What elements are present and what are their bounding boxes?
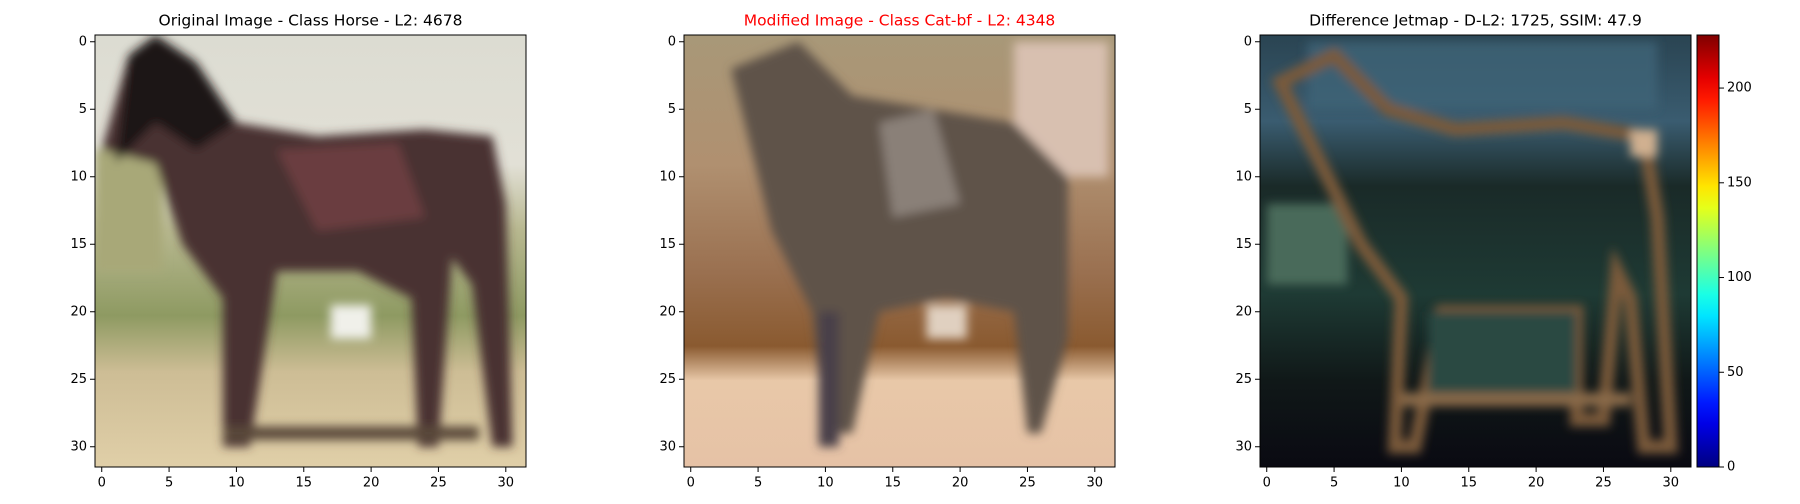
y-tick-label: 10 <box>659 169 676 184</box>
colorbar-tick-label: 0 <box>1727 460 1735 475</box>
x-tick-label: 5 <box>165 476 173 491</box>
y-tick-label: 10 <box>70 169 87 184</box>
colorbar-tick-label: 200 <box>1727 81 1752 96</box>
x-tick-label: 0 <box>98 476 106 491</box>
colorbar-tick-label: 50 <box>1727 365 1744 380</box>
x-tick-label: 15 <box>295 476 312 491</box>
panel-title: Difference Jetmap - D-L2: 1725, SSIM: 47… <box>1309 12 1642 30</box>
y-tick-label: 15 <box>659 237 676 252</box>
panel-title: Original Image - Class Horse - L2: 4678 <box>159 12 463 30</box>
colorbar-tick-label: 100 <box>1727 270 1752 285</box>
y-tick-label: 15 <box>1235 237 1252 252</box>
y-tick-label: 15 <box>70 237 87 252</box>
x-tick-label: 10 <box>228 476 245 491</box>
y-tick-label: 5 <box>1244 102 1252 117</box>
x-tick-label: 10 <box>1393 476 1410 491</box>
y-tick-label: 5 <box>668 102 676 117</box>
y-tick-label: 30 <box>1235 439 1252 454</box>
x-tick-label: 10 <box>817 476 834 491</box>
y-tick-label: 30 <box>70 439 87 454</box>
y-tick-label: 25 <box>659 372 676 387</box>
x-tick-label: 15 <box>884 476 901 491</box>
x-tick-label: 15 <box>1460 476 1477 491</box>
colorbar-tick-label: 150 <box>1727 175 1752 190</box>
y-tick-label: 20 <box>70 304 87 319</box>
y-tick-label: 30 <box>659 439 676 454</box>
axes-frame <box>94 34 527 468</box>
x-tick-label: 25 <box>430 476 447 491</box>
x-tick-label: 5 <box>754 476 762 491</box>
y-tick-label: 25 <box>70 372 87 387</box>
x-tick-label: 20 <box>952 476 969 491</box>
x-tick-label: 25 <box>1019 476 1036 491</box>
x-tick-label: 20 <box>363 476 380 491</box>
y-tick-label: 0 <box>79 34 87 49</box>
x-tick-label: 20 <box>1528 476 1545 491</box>
x-tick-label: 30 <box>498 476 515 491</box>
image <box>95 35 526 467</box>
y-tick-label: 5 <box>79 102 87 117</box>
image <box>1260 35 1691 467</box>
x-tick-label: 25 <box>1595 476 1612 491</box>
colorbar <box>1696 34 1720 468</box>
y-tick-label: 10 <box>1235 169 1252 184</box>
panel-title: Modified Image - Class Cat-bf - L2: 4348 <box>744 12 1056 30</box>
y-tick-label: 0 <box>1244 34 1252 49</box>
x-tick-label: 0 <box>687 476 695 491</box>
axes-frame <box>683 34 1116 468</box>
image <box>684 35 1115 467</box>
y-tick-label: 25 <box>1235 372 1252 387</box>
x-tick-label: 30 <box>1663 476 1680 491</box>
x-tick-label: 30 <box>1087 476 1104 491</box>
y-tick-label: 0 <box>668 34 676 49</box>
x-tick-label: 5 <box>1330 476 1338 491</box>
axes-frame <box>1259 34 1692 468</box>
x-tick-label: 0 <box>1263 476 1271 491</box>
y-tick-label: 20 <box>1235 304 1252 319</box>
y-tick-label: 20 <box>659 304 676 319</box>
